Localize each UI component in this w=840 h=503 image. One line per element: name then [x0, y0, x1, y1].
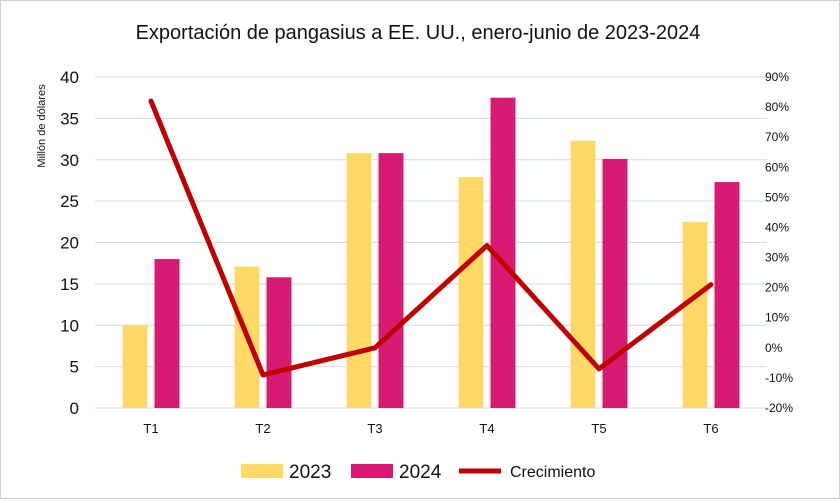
y-tick-label: 0: [70, 399, 79, 418]
y-tick-label: 40: [60, 68, 79, 87]
bar-2024-T3: [378, 153, 404, 408]
left-axis-ticks: 0 5 10 15 20 25 30 35 40: [60, 68, 79, 418]
bar-2023-T1: [122, 325, 148, 408]
growth-point-T4: [486, 245, 488, 247]
y2-tick-label: -20%: [765, 401, 793, 415]
y2-tick-label: 40%: [765, 220, 789, 234]
x-tick-label: T4: [479, 421, 494, 436]
legend-label-2024: 2024: [399, 462, 442, 483]
bar-2023-T3: [346, 153, 372, 408]
x-axis-ticks: T1 T2 T3 T4 T5 T6: [143, 421, 718, 436]
bar-2024-T1: [154, 259, 180, 408]
legend-swatch-2024: [351, 464, 393, 478]
y-tick-label: 10: [60, 316, 79, 335]
bar-2024-T5: [602, 158, 628, 408]
growth-line-path: [148, 98, 714, 378]
y-tick-label: 35: [60, 109, 79, 128]
bar-2024-T6: [714, 182, 740, 408]
y2-tick-label: 20%: [765, 281, 789, 295]
bar-2023-T6: [682, 221, 708, 408]
y-tick-label: 15: [60, 275, 79, 294]
y2-tick-label: 50%: [765, 190, 789, 204]
growth-point-T3: [374, 347, 376, 349]
gridlines: [95, 76, 767, 409]
x-tick-label: T3: [367, 421, 382, 436]
chart-title: Exportación de pangasius a EE. UU., ener…: [136, 22, 701, 44]
y2-tick-label: -10%: [765, 371, 793, 385]
y-axis-label: Millón de dólares: [36, 84, 48, 168]
x-tick-label: T5: [591, 421, 606, 436]
x-tick-label: T1: [143, 421, 158, 436]
legend-swatch-2023: [241, 464, 283, 478]
y2-tick-label: 90%: [765, 70, 789, 84]
growth-point-T6: [710, 284, 712, 286]
y-tick-label: 5: [70, 358, 79, 377]
growth-line: [148, 98, 714, 378]
growth-point-T5: [598, 368, 600, 370]
bar-2023-T4: [458, 177, 484, 408]
bar-2024-T2: [266, 277, 292, 408]
y-tick-label: 30: [60, 151, 79, 170]
y2-tick-label: 0%: [765, 341, 783, 355]
legend: 2023 2024 Crecimiento: [241, 462, 595, 483]
bar-2023-T5: [570, 140, 596, 408]
y2-tick-label: 30%: [765, 251, 789, 265]
legend-label-Crecimiento: Crecimiento: [510, 464, 595, 481]
x-tick-label: T2: [255, 421, 270, 436]
growth-point-T2: [262, 374, 264, 376]
y2-tick-label: 80%: [765, 100, 789, 114]
legend-label-2023: 2023: [289, 462, 331, 483]
y2-tick-label: 70%: [765, 130, 789, 144]
y2-tick-label: 60%: [765, 160, 789, 174]
y-tick-label: 20: [60, 234, 79, 253]
y2-tick-label: 10%: [765, 311, 789, 325]
growth-point-T1: [150, 100, 152, 102]
right-axis-ticks: -20% -10% 0% 10% 20% 30% 40% 50% 60% 70% 80% 90%: [765, 70, 793, 415]
x-tick-label: T6: [703, 421, 718, 436]
y-tick-label: 25: [60, 192, 79, 211]
